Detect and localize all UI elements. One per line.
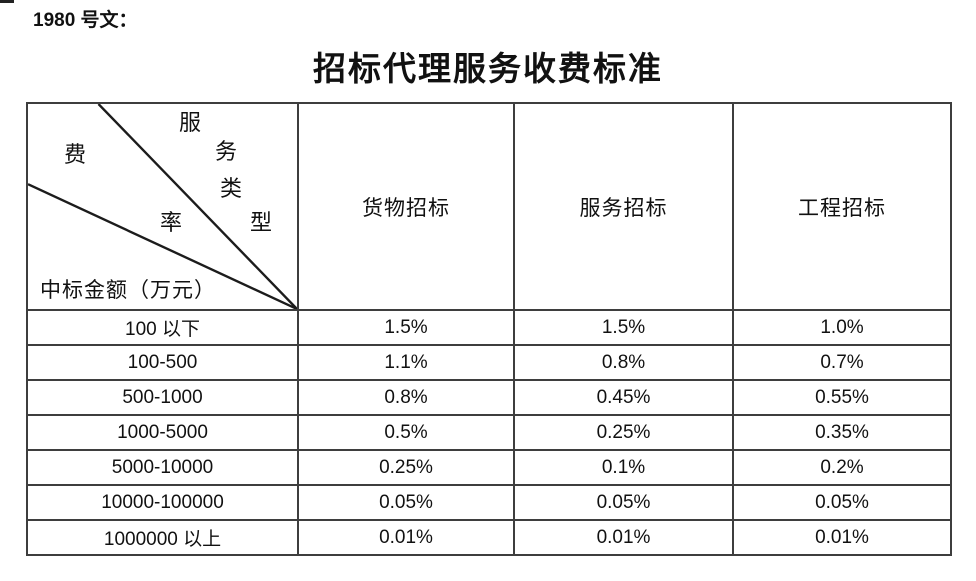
fee-value-cell: 0.01% [297, 519, 515, 556]
corner-label-service-type-char: 类 [220, 176, 243, 201]
row-label-amount-range: 1000-5000 [26, 414, 299, 451]
corner-label-service-type-char: 务 [215, 139, 238, 164]
fee-value-cell: 0.05% [513, 484, 734, 521]
fee-value-cell: 0.01% [732, 519, 952, 556]
fee-value-cell: 0.01% [513, 519, 734, 556]
table-row: 5000-10000 0.25% 0.1% 0.2% [26, 449, 952, 486]
table-row: 10000-100000 0.05% 0.05% 0.05% [26, 484, 952, 521]
fee-value-cell: 0.35% [732, 414, 952, 451]
row-label-amount-range: 5000-10000 [26, 449, 299, 486]
fee-value-cell: 0.7% [732, 344, 952, 381]
doc-number-label: 1980 号文： [33, 10, 138, 31]
fee-value-cell: 0.25% [513, 414, 734, 451]
fee-value-cell: 0.5% [297, 414, 515, 451]
row-label-amount-range: 500-1000 [26, 379, 299, 416]
corner-label-service-type-char: 型 [250, 210, 273, 235]
table-row: 500-1000 0.8% 0.45% 0.55% [26, 379, 952, 416]
fee-value-cell: 1.5% [297, 309, 515, 346]
diagonal-divider-lines [28, 104, 297, 309]
corner-label-fee-rate-char: 率 [160, 210, 183, 235]
table-header-row: 服 务 类 型 费 率 中标金额（万元） 货物招标 服务招标 工程招标 [26, 102, 952, 311]
table-row: 1000-5000 0.5% 0.25% 0.35% [26, 414, 952, 451]
scan-artifact-mark [0, 0, 14, 3]
table-row: 100 以下 1.5% 1.5% 1.0% [26, 309, 952, 346]
fee-value-cell: 1.1% [297, 344, 515, 381]
document-title: 招标代理服务收费标准 [313, 52, 663, 88]
corner-header-cell: 服 务 类 型 费 率 中标金额（万元） [26, 102, 299, 311]
fee-value-cell: 0.05% [732, 484, 952, 521]
fee-value-cell: 0.25% [297, 449, 515, 486]
row-label-amount-range: 100-500 [26, 344, 299, 381]
fee-value-cell: 0.8% [513, 344, 734, 381]
row-label-amount-range: 1000000 以上 [26, 519, 299, 556]
fee-value-cell: 0.45% [513, 379, 734, 416]
fee-value-cell: 0.2% [732, 449, 952, 486]
row-label-amount-range: 100 以下 [26, 309, 299, 346]
table-row: 1000000 以上 0.01% 0.01% 0.01% [26, 519, 952, 556]
fee-value-cell: 0.8% [297, 379, 515, 416]
column-header-goods-bidding: 货物招标 [297, 102, 515, 311]
corner-label-service-type-char: 服 [179, 110, 202, 135]
corner-label-fee-rate-char: 费 [64, 142, 87, 167]
column-header-works-bidding: 工程招标 [732, 102, 952, 311]
table-row: 100-500 1.1% 0.8% 0.7% [26, 344, 952, 381]
fee-schedule-table: 服 务 类 型 费 率 中标金额（万元） 货物招标 服务招标 工程招标 100 … [26, 102, 952, 556]
fee-value-cell: 0.1% [513, 449, 734, 486]
fee-value-cell: 1.0% [732, 309, 952, 346]
fee-value-cell: 0.05% [297, 484, 515, 521]
fee-value-cell: 0.55% [732, 379, 952, 416]
corner-label-bid-amount: 中标金额（万元） [40, 278, 216, 302]
column-header-service-bidding: 服务招标 [513, 102, 734, 311]
fee-value-cell: 1.5% [513, 309, 734, 346]
row-label-amount-range: 10000-100000 [26, 484, 299, 521]
